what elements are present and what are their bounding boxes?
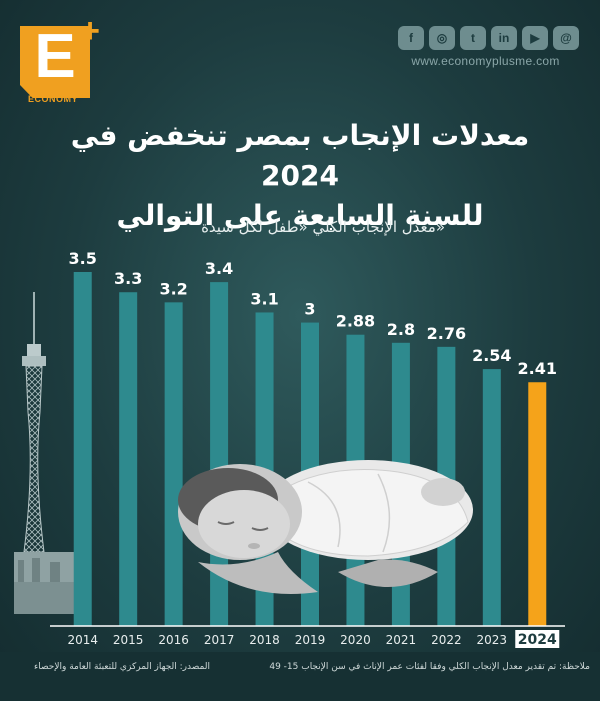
bar-2024	[528, 382, 547, 626]
value-label-2015: 3.3	[114, 269, 142, 288]
threads-icon[interactable]: @	[553, 26, 579, 50]
x-tick-2015: 2015	[113, 633, 144, 647]
logo-plus-sign: +	[80, 12, 100, 50]
x-tick-2024: 2024	[518, 632, 557, 648]
x-tick-2022: 2022	[431, 633, 462, 647]
twitter-icon[interactable]: t	[460, 26, 486, 50]
economy-plus-logo: E + ECONOMY	[20, 12, 100, 104]
value-label-2020: 2.88	[336, 312, 375, 331]
methodology-note: ملاحظة: تم تقدير معدل الإنجاب الكلي وفقا…	[269, 662, 590, 672]
value-label-2017: 3.4	[205, 259, 233, 278]
value-label-2021: 2.8	[387, 320, 415, 339]
title-line-2: للسنة السابعة على التوالي	[116, 199, 484, 232]
instagram-icon[interactable]: ◎	[429, 26, 455, 50]
logo-letter: E	[20, 26, 90, 98]
page-title: معدلات الإنجاب بمصر تنخفض في 2024 للسنة …	[40, 116, 560, 236]
value-label-2019: 3	[304, 300, 315, 319]
website-url[interactable]: www.economyplusme.com	[411, 54, 560, 68]
x-tick-2016: 2016	[158, 633, 189, 647]
x-tick-2019: 2019	[295, 633, 326, 647]
value-label-2023: 2.54	[472, 346, 511, 365]
logo-word: ECONOMY	[28, 94, 79, 104]
value-label-2016: 3.2	[159, 279, 187, 298]
highlight-year-box	[515, 630, 560, 648]
youtube-icon[interactable]: ▶	[522, 26, 548, 50]
bar-2023	[482, 369, 501, 626]
x-tick-2023: 2023	[477, 633, 508, 647]
value-label-2022: 2.76	[427, 324, 466, 343]
x-tick-2014: 2014	[67, 633, 98, 647]
footer	[0, 652, 600, 701]
x-tick-2021: 2021	[386, 633, 417, 647]
chart-subtitle: معدل الإنجاب الكلي «طفل لكل سيدة»	[201, 218, 445, 236]
linkedin-icon[interactable]: in	[491, 26, 517, 50]
value-label-2024: 2.41	[518, 359, 557, 378]
x-axis-tick-labels: 2014 2015 2016 2017 2018 2019 2020 2021 2022 2023…	[67, 630, 560, 648]
value-labels-layer: 3.5 3.3 3.2 3.4 3.1 3 2.88 2.8 2.76 2.54 2.41	[69, 249, 557, 378]
value-label-2014: 3.5	[69, 249, 97, 268]
cairo-tower-illustration	[14, 292, 74, 614]
data-source: المصدر: الجهاز المركزي للتعبئة العامة وا…	[34, 662, 210, 672]
value-label-2018: 3.1	[250, 289, 278, 308]
bar-2016	[164, 302, 183, 626]
x-tick-2020: 2020	[340, 633, 371, 647]
bar-2014	[73, 272, 92, 626]
title-line-1: معدلات الإنجاب بمصر تنخفض في 2024	[70, 119, 530, 192]
facebook-icon[interactable]: f	[398, 26, 424, 50]
bar-2015	[119, 292, 138, 626]
sleeping-baby-photo	[178, 460, 473, 594]
x-tick-2017: 2017	[204, 633, 235, 647]
social-links: f ◎ t in ▶ @	[398, 26, 579, 50]
x-tick-2018: 2018	[249, 633, 280, 647]
